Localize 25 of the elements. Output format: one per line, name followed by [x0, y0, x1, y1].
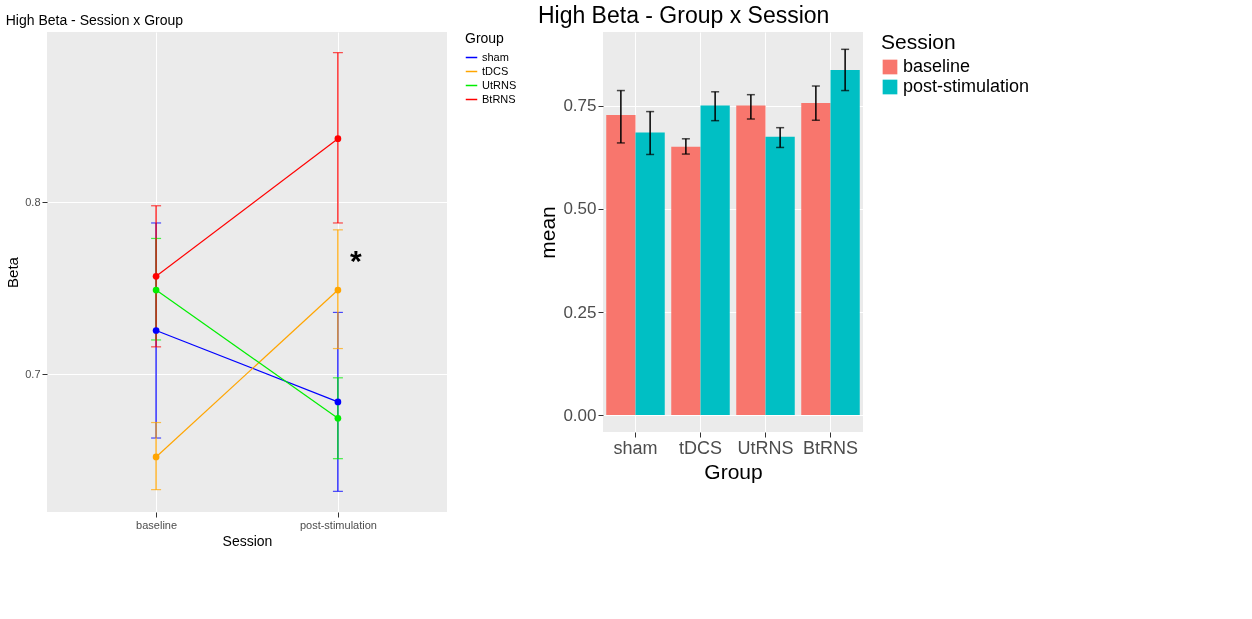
legend-label: UtRNS — [482, 78, 517, 91]
y-tick-label: 0.00 — [563, 405, 597, 425]
chart-title: High Beta - Group x Session — [537, 2, 830, 28]
y-tick-label: 0.25 — [563, 302, 597, 322]
y-axis-title: mean — [536, 206, 560, 259]
legend-label: baseline — [903, 56, 971, 76]
chart-title: High Beta - Session x Group — [5, 12, 184, 28]
legend-title: Group — [465, 30, 505, 46]
y-tick-label: 0.8 — [25, 195, 41, 208]
y-tick-label: 0.7 — [25, 367, 41, 380]
legend-label: sham — [482, 50, 509, 63]
legend-label: post-stimulation — [903, 76, 1030, 96]
x-axis-title: Session — [222, 532, 273, 549]
legend-label: BtRNS — [482, 92, 516, 105]
annotation: * — [350, 243, 363, 277]
legend-label: tDCS — [482, 64, 509, 77]
x-tick-label: tDCS — [678, 437, 723, 458]
x-tick-label: sham — [613, 437, 658, 458]
x-axis-title: Group — [704, 459, 763, 483]
legend-title: Session — [881, 30, 956, 53]
y-tick-label: 0.50 — [563, 199, 597, 219]
x-tick-label: UtRNS — [737, 437, 794, 458]
y-tick-label: 0.75 — [563, 96, 597, 116]
y-axis-title: Beta — [4, 256, 22, 288]
x-tick-label: BtRNS — [802, 437, 859, 458]
